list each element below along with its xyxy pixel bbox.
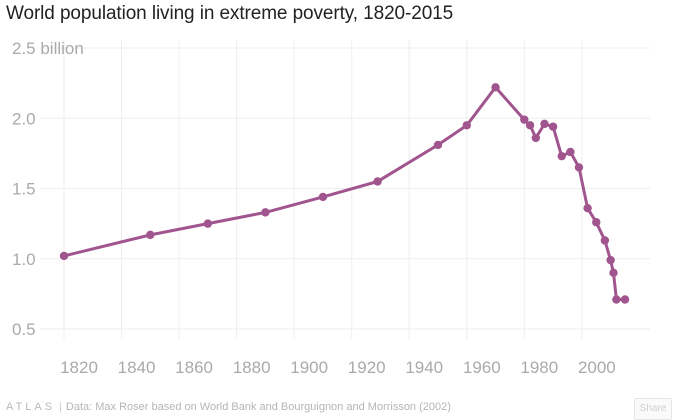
- data-point: [433, 140, 443, 150]
- data-point: [592, 218, 601, 227]
- share-button[interactable]: Share: [634, 398, 672, 420]
- data-point: [606, 255, 615, 265]
- data-point: [462, 121, 471, 130]
- data-point: [318, 192, 328, 202]
- data-point: [146, 230, 155, 240]
- y-tick-label: 1.5: [12, 180, 36, 199]
- data-point: [609, 268, 618, 277]
- data-point: [583, 203, 592, 213]
- data-point: [531, 133, 541, 143]
- y-tick-label: 0.5: [12, 320, 36, 339]
- chart-title: World population living in extreme pover…: [6, 3, 454, 24]
- series-line: [62, 85, 627, 301]
- data-point: [612, 295, 621, 304]
- x-tick-label: 1960: [463, 358, 501, 377]
- data-point: [548, 122, 558, 131]
- data-point: [574, 163, 584, 172]
- data-point: [540, 119, 549, 129]
- data-point: [566, 147, 575, 157]
- y-tick-label: 2.0: [12, 109, 36, 128]
- y-tick-label: 2.5 billion: [12, 39, 84, 58]
- x-tick-label: 1860: [175, 358, 213, 377]
- chart-footer: ATLAS | Data: Max Roser based on World Ban…: [6, 398, 672, 420]
- data-point: [620, 295, 630, 304]
- atlas-logo: ATLAS: [6, 401, 56, 413]
- data-point: [261, 208, 270, 217]
- y-tick-label: 1.0: [12, 250, 36, 269]
- x-tick-label: 1980: [520, 358, 558, 377]
- x-tick-label: 1920: [348, 358, 386, 377]
- x-tick-label: 1880: [233, 358, 271, 377]
- data-point: [600, 236, 610, 245]
- x-tick-label: 1820: [60, 358, 98, 377]
- data-point: [557, 151, 566, 161]
- data-point: [520, 115, 529, 124]
- x-tick-label: 1940: [405, 358, 443, 377]
- footer-separator: |: [59, 401, 62, 413]
- x-tick-label: 2000: [578, 358, 616, 377]
- data-point: [525, 121, 535, 130]
- data-point: [373, 177, 382, 186]
- x-tick-label: 1900: [290, 358, 328, 377]
- data-point: [203, 219, 213, 228]
- poverty-line-chart: 2.5 billion 2.0 1.5 1.0 0.5 1820 1840 1860 1880…: [12, 39, 650, 377]
- data-source: Data: Max Roser based on World Bank and …: [65, 401, 451, 413]
- x-tick-label: 1840: [118, 358, 156, 377]
- data-point: [491, 83, 500, 92]
- data-point: [59, 251, 69, 261]
